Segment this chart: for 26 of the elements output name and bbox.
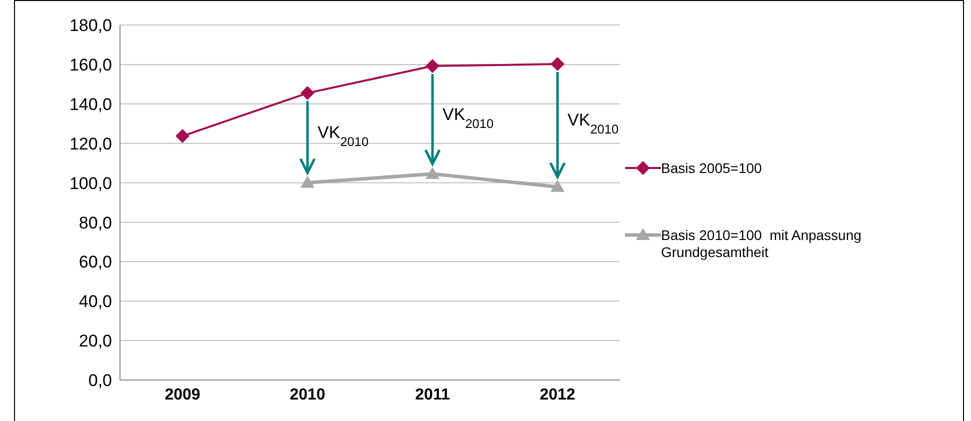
y-tick-label: 120,0 [69, 134, 112, 154]
y-tick-label: 140,0 [69, 94, 112, 114]
y-tick-label: 40,0 [78, 292, 112, 312]
y-tick-label: 180,0 [69, 16, 112, 36]
x-tick-label: 2010 [290, 386, 326, 404]
legend-label: Basis 2010=100 mit Anpassung Grundgesamtheit [661, 227, 862, 261]
point [550, 180, 564, 192]
annotation: VK$_{2010}$ [442, 104, 494, 130]
legend-label: Basis 2005=100 [661, 160, 763, 177]
x-tick-label: 2012 [540, 386, 576, 404]
point [550, 57, 564, 72]
point [426, 59, 440, 74]
y-tick-label: 0,0 [88, 371, 112, 390]
point [176, 129, 190, 144]
y-tick-label: 100,0 [69, 174, 112, 193]
x-tick-label: 2009 [164, 386, 200, 404]
y-tick-label: 60,0 [78, 252, 112, 272]
annotation: VK$_{2010}$ [318, 122, 369, 148]
annotation: VK$_{2010}$ [568, 110, 619, 136]
point [300, 86, 314, 100]
x-tick-label: 2011 [415, 386, 450, 404]
y-tick-label: 80,0 [78, 213, 112, 232]
y-tick-label: 20,0 [78, 332, 112, 351]
point [426, 166, 440, 179]
point [300, 176, 314, 188]
y-tick-label: 160,0 [69, 55, 112, 74]
